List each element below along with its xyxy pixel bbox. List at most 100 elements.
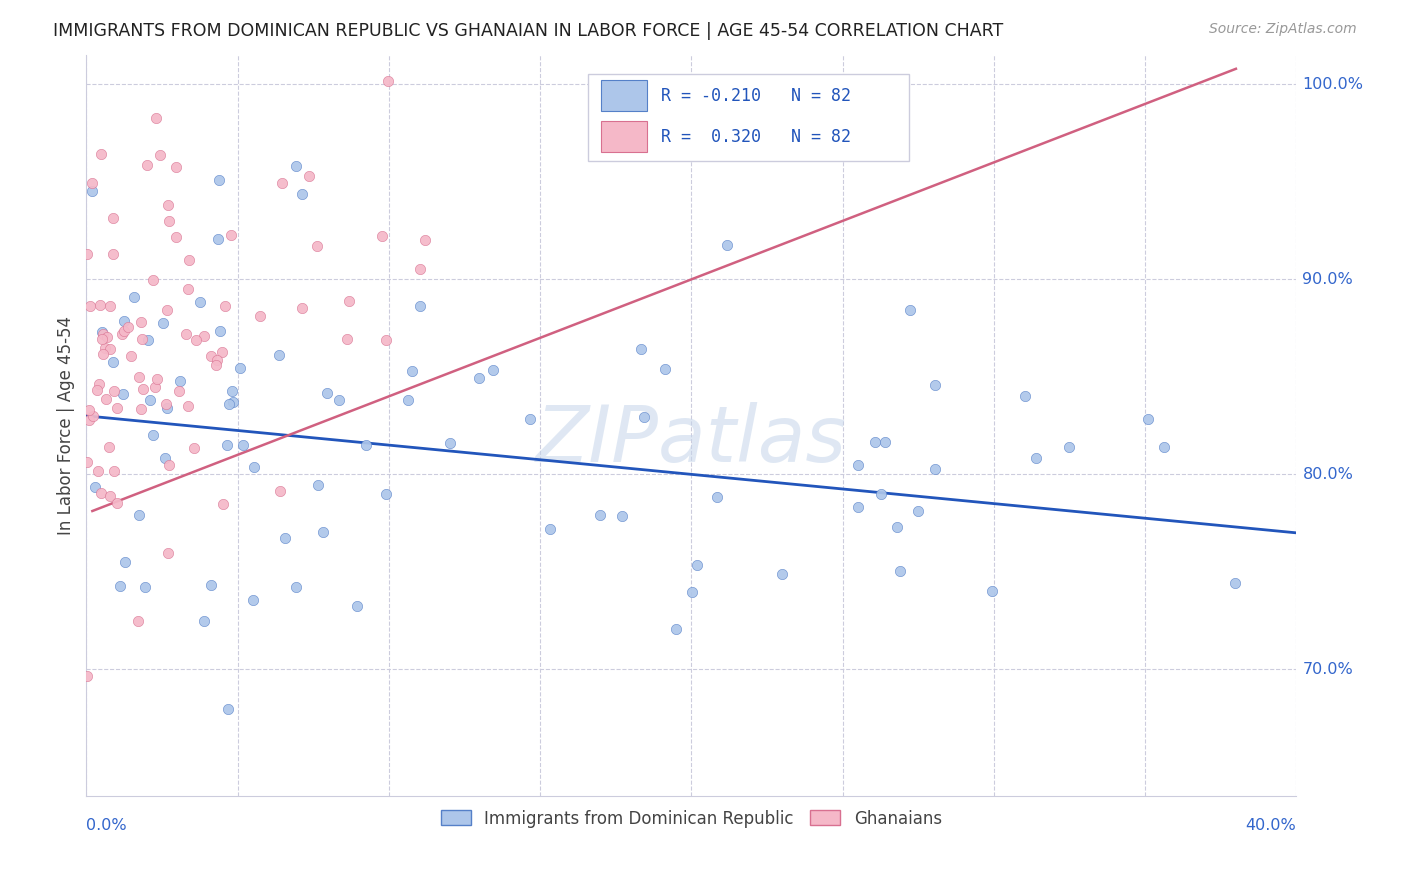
Point — [401, 364, 423, 378]
Point — [681, 584, 703, 599]
Point — [134, 580, 156, 594]
Point — [269, 348, 291, 362]
Point — [540, 522, 562, 536]
Point — [873, 434, 896, 449]
Point — [149, 148, 172, 162]
Point — [124, 290, 146, 304]
Point — [889, 564, 911, 578]
Point — [415, 233, 437, 247]
Point — [101, 247, 124, 261]
Point — [1014, 389, 1036, 403]
Point — [111, 387, 134, 401]
Point — [94, 392, 117, 406]
Point — [77, 402, 100, 417]
Point — [76, 455, 98, 469]
Point — [214, 300, 236, 314]
Point — [157, 214, 180, 228]
Point — [312, 525, 335, 540]
Point — [103, 384, 125, 399]
Point — [200, 578, 222, 592]
Point — [98, 490, 121, 504]
Point — [79, 299, 101, 313]
Point — [114, 555, 136, 569]
Point — [142, 428, 165, 442]
Point — [96, 330, 118, 344]
Point — [212, 497, 235, 511]
Point — [128, 370, 150, 384]
Point — [519, 411, 541, 425]
Point — [1025, 451, 1047, 466]
Point — [468, 371, 491, 385]
Point — [155, 397, 177, 411]
Point — [86, 383, 108, 397]
Text: 0.0%: 0.0% — [86, 818, 127, 833]
Point — [298, 169, 321, 183]
Point — [716, 237, 738, 252]
Point — [205, 358, 228, 372]
Point — [76, 246, 98, 260]
Point — [217, 702, 239, 716]
Point — [409, 261, 432, 276]
Y-axis label: In Labor Force | Age 45-54: In Labor Force | Age 45-54 — [58, 316, 75, 535]
Point — [924, 462, 946, 476]
Point — [1057, 440, 1080, 454]
Point — [87, 377, 110, 392]
Point — [177, 282, 200, 296]
Point — [93, 341, 115, 355]
Point — [152, 316, 174, 330]
Point — [215, 438, 238, 452]
Point — [186, 333, 208, 347]
Point — [177, 400, 200, 414]
Legend: Immigrants from Dominican Republic, Ghanaians: Immigrants from Dominican Republic, Ghan… — [433, 801, 950, 836]
Point — [243, 460, 266, 475]
Point — [98, 299, 121, 313]
Point — [139, 392, 162, 407]
Point — [143, 380, 166, 394]
Point — [207, 232, 229, 246]
Point — [207, 353, 229, 368]
Point — [80, 184, 103, 198]
Point — [846, 500, 869, 515]
Point — [396, 392, 419, 407]
Point — [271, 176, 294, 190]
Point — [77, 413, 100, 427]
Point — [249, 309, 271, 323]
Point — [89, 298, 111, 312]
Point — [112, 324, 135, 338]
Point — [208, 324, 231, 338]
Text: Source: ZipAtlas.com: Source: ZipAtlas.com — [1209, 22, 1357, 37]
Point — [103, 355, 125, 369]
Point — [103, 464, 125, 478]
Point — [770, 567, 793, 582]
Point — [76, 669, 98, 683]
Point — [156, 546, 179, 560]
Point — [219, 227, 242, 242]
Point — [169, 375, 191, 389]
Point — [374, 487, 396, 501]
Point — [193, 614, 215, 628]
Point — [101, 211, 124, 225]
Text: 100.0%: 100.0% — [1302, 77, 1364, 92]
Point — [177, 253, 200, 268]
Point — [87, 464, 110, 478]
Point — [82, 409, 104, 423]
FancyBboxPatch shape — [589, 74, 910, 161]
Point — [131, 315, 153, 329]
Text: 70.0%: 70.0% — [1302, 662, 1353, 677]
Point — [90, 147, 112, 161]
Point — [316, 386, 339, 401]
Point — [200, 349, 222, 363]
Point — [91, 325, 114, 339]
Point — [898, 303, 921, 318]
Text: R = -0.210   N = 82: R = -0.210 N = 82 — [661, 87, 851, 105]
Point — [208, 173, 231, 187]
Point — [80, 176, 103, 190]
Point — [232, 438, 254, 452]
Point — [111, 327, 134, 342]
Text: IMMIGRANTS FROM DOMINICAN REPUBLIC VS GHANAIAN IN LABOR FORCE | AGE 45-54 CORREL: IMMIGRANTS FROM DOMINICAN REPUBLIC VS GH… — [53, 22, 1004, 40]
Point — [105, 401, 128, 415]
FancyBboxPatch shape — [600, 80, 647, 112]
Point — [117, 320, 139, 334]
Point — [155, 303, 177, 318]
Point — [886, 519, 908, 533]
